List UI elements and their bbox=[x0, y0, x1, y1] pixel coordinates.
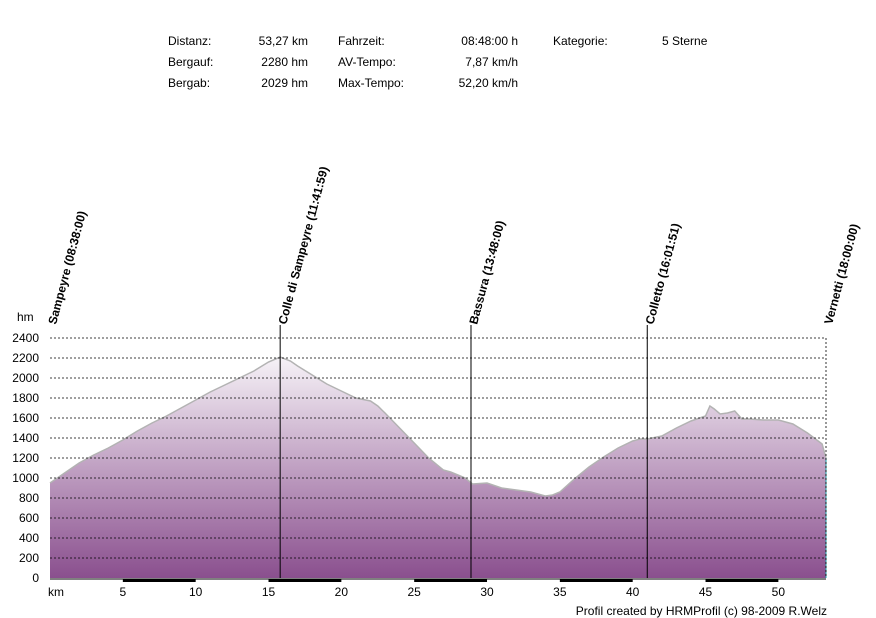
x-tick-label: 5 bbox=[119, 585, 126, 599]
stat-label-kategorie: Kategorie: bbox=[553, 34, 608, 48]
x-tick-label: 45 bbox=[699, 585, 713, 599]
x-tick-label: 50 bbox=[772, 585, 786, 599]
y-tick-label: 1400 bbox=[12, 431, 39, 445]
x-scale-bar bbox=[414, 579, 488, 582]
waypoint-label: Colle di Sampeyre (11:41:59) bbox=[276, 165, 332, 326]
stat-label-max-tempo: Max-Tempo: bbox=[338, 76, 405, 90]
y-tick-label: 1200 bbox=[12, 451, 39, 465]
y-axis-label: hm bbox=[17, 310, 34, 324]
stat-value-distanz: 53,27 km bbox=[258, 34, 308, 48]
x-tick-label: 15 bbox=[262, 585, 276, 599]
x-scale-bar bbox=[268, 579, 342, 582]
stat-value-max-tempo: 52,20 km/h bbox=[458, 76, 518, 90]
stat-value-av-tempo: 7,87 km/h bbox=[465, 55, 518, 69]
y-tick-label: 200 bbox=[19, 551, 39, 565]
waypoint-label: Bassura (13:48:00) bbox=[466, 219, 507, 326]
x-tick-label: 30 bbox=[480, 585, 494, 599]
y-tick-label: 2200 bbox=[12, 351, 39, 365]
stat-label-bergab: Bergab: bbox=[168, 76, 211, 90]
x-tick-label: 40 bbox=[626, 585, 640, 599]
waypoint-label: Vernetti (18:00:00) bbox=[821, 222, 861, 325]
x-tick-label: 35 bbox=[553, 585, 567, 599]
y-tick-label: 2400 bbox=[12, 331, 39, 345]
y-tick-label: 1000 bbox=[12, 471, 39, 485]
credit-text: Profil created by HRMProfil (c) 98-2009 … bbox=[575, 604, 827, 618]
y-tick-label: 600 bbox=[19, 511, 39, 525]
x-scale-bar bbox=[122, 579, 196, 582]
y-tick-label: 400 bbox=[19, 531, 39, 545]
stat-label-distanz: Distanz: bbox=[168, 34, 212, 48]
profile-area bbox=[50, 357, 826, 578]
waypoint-label: Colletto (16:01:51) bbox=[643, 222, 683, 326]
x-scale-bar bbox=[559, 579, 633, 582]
x-axis-label: km bbox=[48, 585, 64, 599]
stat-value-bergauf: 2280 hm bbox=[261, 55, 308, 69]
y-tick-label: 1800 bbox=[12, 391, 39, 405]
stat-value-kategorie: 5 Sterne bbox=[662, 34, 708, 48]
profile-line bbox=[49, 356, 827, 497]
stat-value-bergab: 2029 hm bbox=[261, 76, 308, 90]
stat-label-av-tempo: AV-Tempo: bbox=[338, 55, 396, 69]
x-tick-label: 20 bbox=[335, 585, 349, 599]
waypoint-label: Sampeyre (08:38:00) bbox=[45, 209, 89, 325]
x-scale-bar bbox=[705, 579, 779, 582]
stat-value-fahrzeit: 08:48:00 h bbox=[461, 34, 518, 48]
stat-label-bergauf: Bergauf: bbox=[168, 55, 214, 69]
y-tick-label: 800 bbox=[19, 491, 39, 505]
y-tick-label: 1600 bbox=[12, 411, 39, 425]
stat-label-fahrzeit: Fahrzeit: bbox=[338, 34, 385, 48]
y-tick-label: 0 bbox=[32, 571, 39, 585]
y-tick-label: 2000 bbox=[12, 371, 39, 385]
x-tick-label: 10 bbox=[189, 585, 203, 599]
x-tick-label: 25 bbox=[408, 585, 422, 599]
